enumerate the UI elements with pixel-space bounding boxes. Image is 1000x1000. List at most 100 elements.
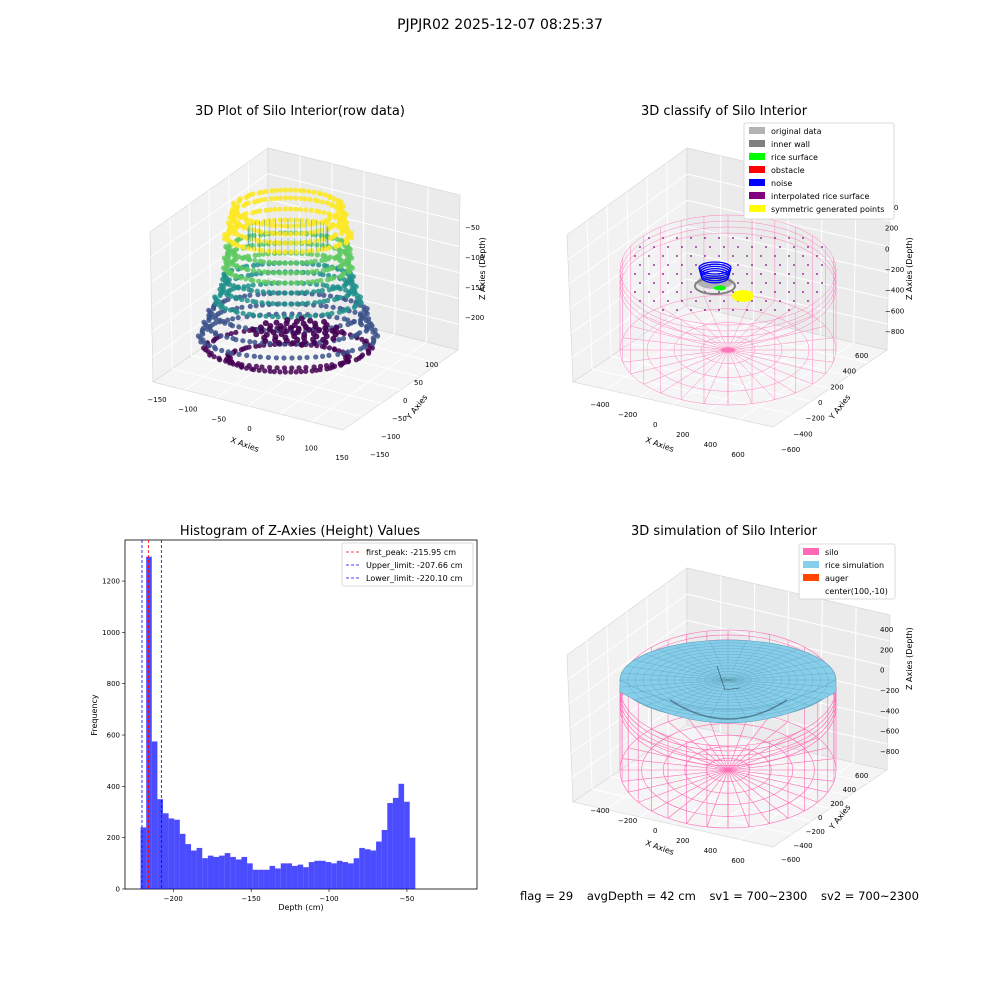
raw-point bbox=[298, 315, 305, 322]
sim-rice-mesh bbox=[727, 679, 798, 711]
histogram-bar bbox=[320, 860, 326, 889]
raw-z-tick: −50 bbox=[465, 224, 480, 232]
cls-purple-point bbox=[648, 237, 650, 239]
raw-point bbox=[315, 327, 322, 334]
histogram-title: Histogram of Z-Axies (Height) Values bbox=[179, 524, 421, 539]
cls-purple-point bbox=[793, 282, 795, 284]
raw-point bbox=[282, 369, 288, 375]
cls-purple-point bbox=[774, 291, 776, 293]
cls-x-tick: 0 bbox=[653, 421, 657, 429]
cls-purple-point bbox=[760, 309, 762, 311]
wire-line bbox=[706, 769, 729, 827]
raw-point bbox=[293, 195, 299, 201]
raw-point bbox=[288, 301, 294, 307]
cls-legend-label: inner wall bbox=[771, 140, 810, 149]
histogram-x-tick-label: −200 bbox=[164, 895, 183, 903]
raw-point bbox=[294, 336, 301, 343]
sim-rice-mesh bbox=[727, 645, 783, 681]
raw-point bbox=[293, 260, 299, 266]
raw-point bbox=[263, 313, 269, 319]
histogram-y-tick-label: 1200 bbox=[102, 578, 120, 586]
raw-point bbox=[225, 220, 232, 226]
raw-point bbox=[300, 320, 307, 327]
cls-x-tick: 600 bbox=[731, 451, 744, 459]
cls-purple-point bbox=[751, 246, 753, 248]
raw-point bbox=[231, 283, 237, 289]
raw-point bbox=[344, 293, 350, 299]
wire-line bbox=[628, 769, 729, 793]
cls-z-tick: −800 bbox=[885, 328, 904, 336]
raw-point bbox=[366, 319, 372, 325]
histogram-y-tick-label: 400 bbox=[107, 783, 120, 791]
raw-y-tick: −50 bbox=[392, 415, 407, 423]
cls-legend-frame bbox=[743, 122, 895, 220]
raw-point bbox=[296, 365, 302, 371]
raw-point bbox=[252, 257, 258, 264]
histogram-bar bbox=[235, 859, 242, 889]
histogram-bar bbox=[404, 801, 410, 889]
raw-point bbox=[206, 342, 213, 349]
raw-point bbox=[303, 364, 309, 371]
cls-x-tick: −200 bbox=[618, 411, 637, 419]
raw-point bbox=[299, 260, 305, 266]
histogram-bar bbox=[191, 850, 197, 889]
raw-point bbox=[297, 206, 303, 213]
raw-x-tick: −50 bbox=[211, 415, 226, 423]
raw-point bbox=[272, 206, 278, 213]
raw-point bbox=[239, 296, 245, 303]
raw-point bbox=[195, 333, 201, 339]
wire-line bbox=[727, 769, 789, 819]
cls-purple-point bbox=[681, 264, 683, 266]
raw-point bbox=[358, 300, 364, 306]
histogram-ref-lines bbox=[141, 540, 162, 889]
cls-purple-point bbox=[634, 255, 636, 257]
cls-purple-point bbox=[802, 291, 804, 293]
cls-purple-point bbox=[779, 246, 781, 248]
histogram-y-label: Frequency bbox=[90, 694, 99, 736]
cls-purple-point bbox=[662, 255, 664, 257]
histogram-y-ticks: 0 200 400 600 800 1000 1200 bbox=[102, 578, 125, 894]
raw-point bbox=[370, 341, 376, 347]
classify-point-clusters bbox=[694, 261, 754, 353]
wire-line bbox=[660, 349, 729, 394]
histogram-bar bbox=[370, 850, 377, 889]
raw-point bbox=[293, 249, 299, 255]
raw-point bbox=[265, 279, 271, 285]
raw-point bbox=[304, 218, 310, 224]
raw-point bbox=[305, 300, 311, 306]
raw-y-tick: −100 bbox=[381, 433, 400, 441]
cls-x-tick: 200 bbox=[676, 431, 689, 439]
sim-x-tick: 200 bbox=[676, 837, 689, 845]
raw-point bbox=[319, 353, 326, 359]
raw-point bbox=[263, 207, 269, 213]
raw-point bbox=[253, 363, 260, 369]
raw-z-label: Z Axies (Depth) bbox=[478, 237, 487, 300]
raw-point bbox=[314, 268, 320, 274]
raw-point bbox=[246, 311, 252, 317]
raw-point bbox=[288, 249, 294, 255]
raw-point bbox=[349, 347, 356, 354]
raw-point bbox=[277, 231, 283, 237]
sim-rice-surface bbox=[619, 639, 837, 724]
wire-line bbox=[727, 337, 834, 351]
raw-point bbox=[320, 267, 327, 274]
cls-purple-point bbox=[681, 300, 683, 302]
classify-3d-plot: −400−2000200400600−600−400−2000200400600… bbox=[566, 122, 914, 459]
wire-line bbox=[667, 769, 729, 819]
cls-purple-point bbox=[774, 273, 776, 275]
cls-y-tick: 600 bbox=[855, 352, 868, 360]
raw-point bbox=[316, 209, 322, 215]
sim-rice-mesh bbox=[727, 642, 766, 681]
raw-point bbox=[211, 344, 218, 350]
raw-point bbox=[276, 249, 282, 255]
sim-rice-mesh bbox=[727, 666, 830, 681]
wire-line bbox=[727, 758, 834, 771]
raw-point bbox=[307, 239, 313, 245]
raw-point bbox=[267, 340, 273, 347]
histogram-bar bbox=[325, 862, 332, 889]
cls-purple-point bbox=[807, 282, 809, 284]
cls-symmetric-points bbox=[732, 290, 754, 302]
cls-purple-point bbox=[690, 237, 692, 239]
raw-points bbox=[195, 187, 381, 375]
sim-rice-mesh bbox=[727, 679, 747, 720]
